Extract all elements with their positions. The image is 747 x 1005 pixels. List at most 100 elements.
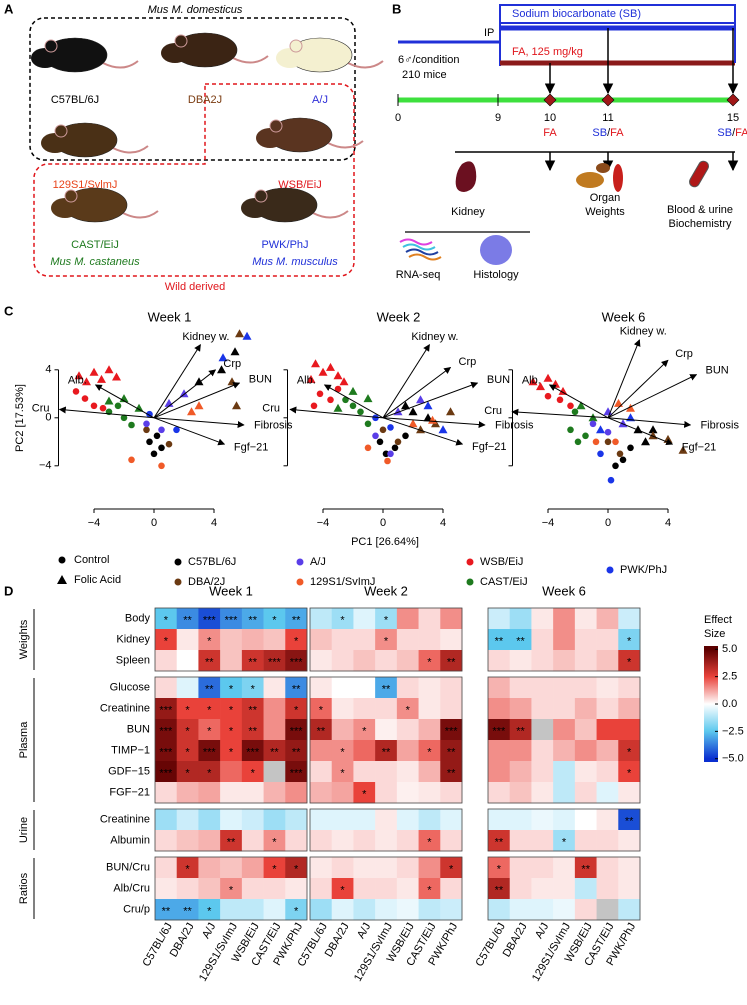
heat-cell	[155, 761, 178, 783]
heat-cell	[553, 698, 576, 720]
point	[179, 389, 189, 398]
loading-label: Cru	[484, 405, 502, 417]
heat-cell	[574, 719, 597, 741]
significance: *	[229, 746, 234, 758]
heat-cell	[155, 698, 178, 720]
heat-cell	[263, 878, 286, 900]
heat-cell	[418, 878, 441, 900]
heat-cell	[553, 719, 576, 741]
heat-cell	[263, 677, 286, 699]
heat-cell	[596, 608, 619, 630]
significance: ***	[203, 614, 217, 626]
point	[158, 462, 165, 470]
colorbar-label: −5.0	[722, 753, 744, 765]
significance: **	[248, 704, 257, 716]
heat-cell	[440, 899, 463, 921]
heat-cell	[440, 677, 463, 699]
point	[235, 329, 244, 338]
point	[227, 377, 237, 386]
row-label: Glucose	[110, 681, 150, 693]
mouse-label: C57BL/6J	[51, 94, 99, 106]
text: Organ	[590, 192, 621, 204]
significance: *	[627, 635, 632, 647]
point	[612, 462, 619, 470]
heat-cell	[310, 782, 333, 804]
loading-label: BUN	[705, 365, 728, 377]
block-frame	[487, 676, 641, 804]
heat-cell	[531, 719, 554, 741]
loading-arrow	[382, 417, 464, 446]
heat-cell	[574, 740, 597, 762]
significance: **	[205, 683, 214, 695]
point	[387, 424, 394, 431]
loading-arrow	[607, 417, 692, 428]
panel-label: A	[4, 1, 14, 16]
loading-label: Fgf−21	[682, 442, 717, 454]
significance: ***	[159, 725, 173, 737]
heat-cell	[396, 899, 419, 921]
mouse-tail	[232, 55, 269, 64]
heat-cell	[375, 761, 398, 783]
point	[663, 434, 673, 443]
row-label: TIMP−1	[111, 744, 150, 756]
heat-cell	[396, 740, 419, 762]
point	[571, 408, 579, 416]
heat-cell	[509, 782, 532, 804]
heat-cell	[155, 809, 178, 831]
point	[120, 414, 128, 422]
heat-cell	[531, 899, 554, 921]
point	[596, 425, 605, 434]
y-tick-label: −4	[39, 460, 52, 472]
point	[612, 438, 619, 446]
significance: **	[495, 884, 504, 896]
significance: ***	[159, 746, 173, 758]
heat-cell	[263, 782, 286, 804]
point	[72, 388, 80, 395]
dose-part: /	[607, 127, 611, 139]
heat-cell	[263, 899, 286, 921]
heat-cell	[176, 629, 199, 651]
point	[82, 377, 91, 386]
heat-cell	[241, 878, 264, 900]
heat-cell	[220, 809, 243, 831]
heat-cell	[509, 857, 532, 879]
point	[423, 413, 433, 422]
heat-cell	[176, 650, 199, 672]
rnaseq-icon	[399, 238, 433, 246]
loading-arrow	[153, 344, 201, 419]
dose-label: SB/FA	[592, 127, 624, 139]
wild-box	[33, 83, 355, 277]
heat-cell	[531, 782, 554, 804]
row-label: FGF−21	[109, 786, 150, 798]
x-tick-label: −4	[542, 517, 555, 529]
heat-cell	[375, 782, 398, 804]
rnaseq-icon	[402, 243, 436, 251]
x-tick-label: 4	[440, 517, 446, 529]
heat-cell	[488, 878, 511, 900]
point	[618, 419, 628, 428]
heat-cell	[509, 698, 532, 720]
week-title: Week 1	[209, 583, 253, 598]
significance: *	[362, 788, 367, 800]
block-frame	[309, 808, 463, 852]
heat-cell	[331, 677, 354, 699]
legend-label: 129S1/SvImJ	[310, 576, 375, 588]
heat-cell	[396, 608, 419, 630]
loading-arrow	[153, 417, 245, 428]
significance: *	[207, 704, 212, 716]
heat-cell	[263, 698, 286, 720]
significance: **	[382, 746, 391, 758]
row-label: Cru/p	[123, 903, 150, 915]
point	[597, 450, 604, 458]
heat-cell	[418, 761, 441, 783]
heat-cell	[198, 809, 221, 831]
heat-cell	[220, 857, 243, 879]
loading-arrow	[511, 408, 609, 419]
timeline-label: 15	[727, 112, 739, 124]
significance: *	[251, 683, 256, 695]
heat-cell	[418, 782, 441, 804]
heat-cell	[198, 878, 221, 900]
heat-cell	[509, 719, 532, 741]
significance: **	[248, 614, 257, 626]
heat-cell	[198, 740, 221, 762]
